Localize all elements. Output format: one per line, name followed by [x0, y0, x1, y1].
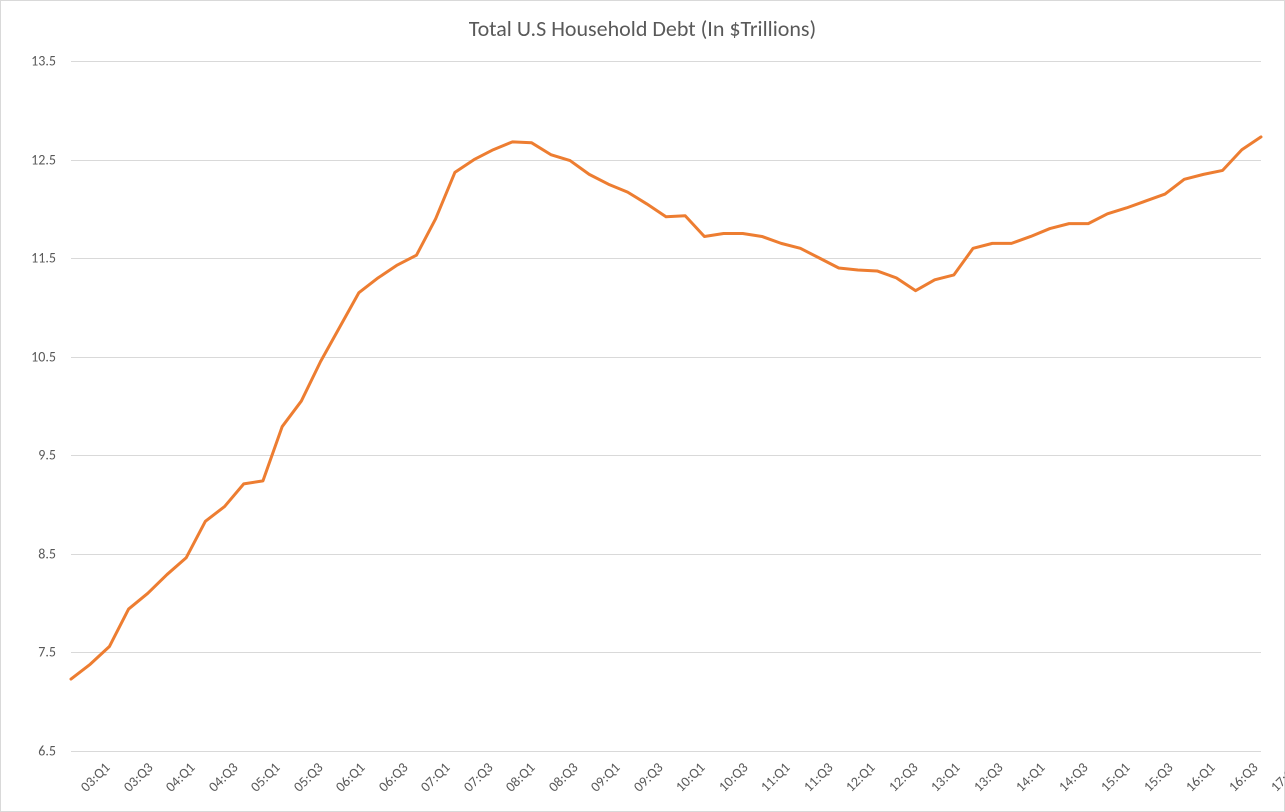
y-tick-label: 7.5: [6, 644, 56, 661]
x-tick-label: 12:Q1: [842, 759, 878, 795]
x-tick-label: 10:Q1: [672, 759, 708, 795]
y-tick-label: 11.5: [6, 250, 56, 267]
x-tick-label: 09:Q1: [587, 759, 623, 795]
x-tick-label: 06:Q1: [332, 759, 368, 795]
x-tick-label: 11:Q3: [800, 759, 836, 795]
x-tick-label: 13:Q1: [927, 759, 963, 795]
x-tick-label: 09:Q3: [630, 759, 666, 795]
x-tick-label: 10:Q3: [715, 759, 751, 795]
gridline: [71, 751, 1261, 752]
x-tick-label: 15:Q1: [1097, 759, 1133, 795]
plot-area: [71, 61, 1261, 751]
x-tick-label: 08:Q3: [545, 759, 581, 795]
debt-line: [71, 137, 1261, 679]
y-tick-label: 9.5: [6, 447, 56, 464]
x-tick-label: 05:Q3: [290, 759, 326, 795]
x-tick-label: 14:Q3: [1055, 759, 1091, 795]
x-tick-label: 07:Q1: [417, 759, 453, 795]
x-tick-label: 17:Q1: [1267, 759, 1285, 795]
x-tick-label: 13:Q3: [970, 759, 1006, 795]
x-tick-label: 14:Q1: [1012, 759, 1048, 795]
x-tick-label: 04:Q1: [162, 759, 198, 795]
x-tick-label: 12:Q3: [885, 759, 921, 795]
chart-frame: Total U.S Household Debt (In $Trillions)…: [0, 0, 1285, 812]
y-tick-label: 8.5: [6, 545, 56, 562]
y-tick-label: 13.5: [6, 53, 56, 70]
x-tick-label: 08:Q1: [502, 759, 538, 795]
x-tick-label: 16:Q1: [1182, 759, 1218, 795]
y-tick-label: 12.5: [6, 151, 56, 168]
x-tick-label: 07:Q3: [460, 759, 496, 795]
y-tick-label: 6.5: [6, 743, 56, 760]
y-tick-label: 10.5: [6, 348, 56, 365]
chart-title: Total U.S Household Debt (In $Trillions): [1, 15, 1284, 42]
x-tick-label: 11:Q1: [757, 759, 793, 795]
x-tick-label: 03:Q3: [120, 759, 156, 795]
x-tick-label: 16:Q3: [1225, 759, 1261, 795]
x-tick-label: 04:Q3: [205, 759, 241, 795]
line-series: [71, 61, 1261, 751]
x-tick-label: 06:Q3: [375, 759, 411, 795]
x-tick-label: 05:Q1: [247, 759, 283, 795]
x-tick-label: 15:Q3: [1140, 759, 1176, 795]
x-tick-label: 03:Q1: [77, 759, 113, 795]
